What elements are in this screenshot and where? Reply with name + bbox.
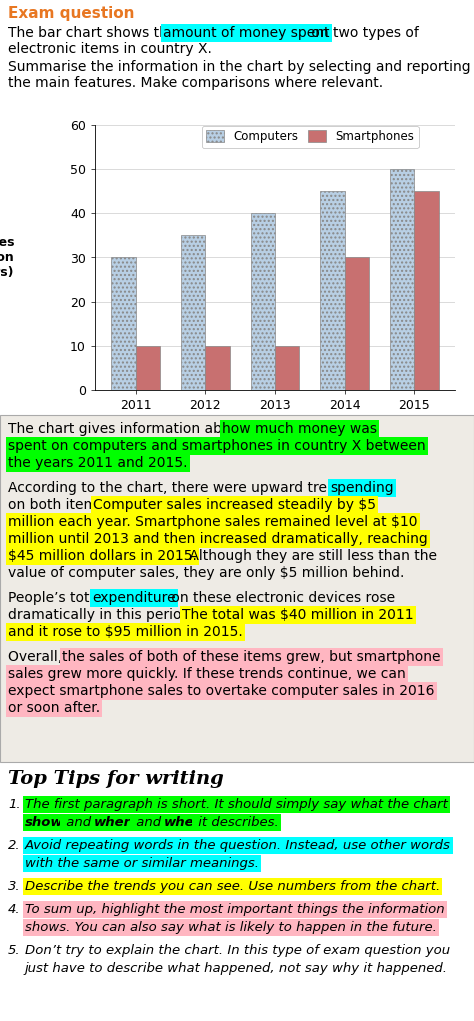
Text: value of computer sales, they are only $5 million behind.: value of computer sales, they are only $… — [8, 566, 404, 580]
Text: Exam question: Exam question — [8, 6, 135, 21]
Text: shows. You can also say what is likely to happen in the future.: shows. You can also say what is likely t… — [25, 921, 437, 934]
Text: the years 2011 and 2015.: the years 2011 and 2015. — [8, 456, 188, 470]
Text: on both items.: on both items. — [8, 498, 113, 512]
Bar — [320, 191, 345, 390]
Text: million each year. Smartphone sales remained level at $10: million each year. Smartphone sales rema… — [8, 515, 418, 529]
Text: Overall,: Overall, — [8, 650, 66, 664]
X-axis label: Year: Year — [258, 418, 292, 432]
Text: 3.: 3. — [8, 880, 21, 893]
Text: when: when — [164, 816, 204, 829]
Text: sales grew more quickly. If these trends continue, we can: sales grew more quickly. If these trends… — [8, 667, 406, 681]
Bar — [181, 236, 205, 390]
Text: the main features. Make comparisons where relevant.: the main features. Make comparisons wher… — [8, 76, 383, 90]
Text: 2.: 2. — [8, 839, 21, 852]
Text: Don’t try to explain the chart. In this type of exam question you: Don’t try to explain the chart. In this … — [25, 944, 450, 957]
Text: expect smartphone sales to overtake computer sales in 2016: expect smartphone sales to overtake comp… — [8, 684, 435, 698]
Text: The chart gives information about: The chart gives information about — [8, 422, 249, 436]
Text: it describes.: it describes. — [194, 816, 279, 829]
Text: Computer sales increased steadily by $5: Computer sales increased steadily by $5 — [93, 498, 376, 512]
Text: on these electronic devices rose: on these electronic devices rose — [167, 591, 395, 605]
Bar — [345, 257, 369, 390]
Y-axis label: Sales
(million
dollars): Sales (million dollars) — [0, 236, 14, 279]
Bar — [136, 346, 160, 390]
Bar — [390, 169, 414, 390]
Text: how much money was: how much money was — [222, 422, 377, 436]
Text: The first paragraph is short. It should simply say what the chart: The first paragraph is short. It should … — [25, 798, 448, 811]
Text: Describe the trends you can see. Use numbers from the chart.: Describe the trends you can see. Use num… — [25, 880, 440, 893]
Text: or soon after.: or soon after. — [8, 701, 100, 715]
Text: where: where — [94, 816, 140, 829]
Text: The bar chart shows the: The bar chart shows the — [8, 26, 181, 40]
Text: 5.: 5. — [8, 944, 21, 957]
Text: and it rose to $95 million in 2015.: and it rose to $95 million in 2015. — [8, 625, 243, 639]
Text: amount of money spent: amount of money spent — [163, 26, 329, 40]
Legend: Computers, Smartphones: Computers, Smartphones — [202, 126, 419, 148]
Text: just have to describe what happened, not say why it happened.: just have to describe what happened, not… — [25, 962, 448, 975]
Text: the sales of both of these items grew, but smartphone: the sales of both of these items grew, b… — [62, 650, 440, 664]
Text: Although they are still less than the: Although they are still less than the — [185, 549, 437, 563]
Text: and: and — [62, 816, 95, 829]
Text: shows: shows — [25, 816, 72, 829]
Text: According to the chart, there were upward trends in: According to the chart, there were upwar… — [8, 481, 373, 495]
Bar — [205, 346, 230, 390]
Text: 1.: 1. — [8, 798, 21, 811]
FancyBboxPatch shape — [0, 415, 474, 762]
Text: and: and — [132, 816, 165, 829]
Text: Avoid repeating words in the question. Instead, use other words: Avoid repeating words in the question. I… — [25, 839, 451, 852]
Bar — [275, 346, 300, 390]
Text: million until 2013 and then increased dramatically, reaching: million until 2013 and then increased dr… — [8, 532, 428, 546]
Text: People’s total: People’s total — [8, 591, 106, 605]
Bar — [111, 257, 136, 390]
Text: with the same or similar meanings.: with the same or similar meanings. — [25, 857, 259, 870]
Text: 4.: 4. — [8, 903, 21, 916]
Text: expenditure: expenditure — [92, 591, 176, 605]
Text: electronic items in country X.: electronic items in country X. — [8, 42, 212, 56]
Text: on two types of: on two types of — [307, 26, 419, 40]
Bar — [251, 213, 275, 390]
Text: spent on computers and smartphones in country X between: spent on computers and smartphones in co… — [8, 439, 426, 453]
Text: Summarise the information in the chart by selecting and reporting: Summarise the information in the chart b… — [8, 60, 471, 74]
Text: To sum up, highlight the most important things the information: To sum up, highlight the most important … — [25, 903, 445, 916]
Bar — [414, 191, 438, 390]
Text: $45 million dollars in 2015.: $45 million dollars in 2015. — [8, 549, 197, 563]
Text: The total was $40 million in 2011: The total was $40 million in 2011 — [182, 607, 414, 622]
Text: dramatically in this period.: dramatically in this period. — [8, 607, 199, 622]
Text: Top Tips for writing: Top Tips for writing — [8, 770, 224, 788]
Text: spending: spending — [330, 481, 393, 495]
